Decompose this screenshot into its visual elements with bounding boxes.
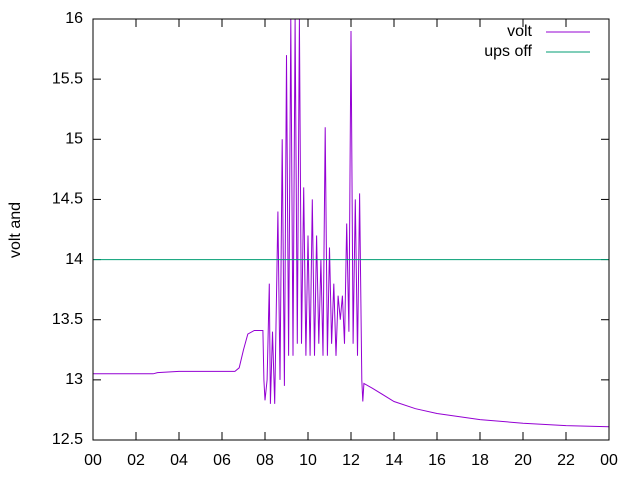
x-tick-label: 20 [514, 452, 532, 469]
y-tick-label: 13 [65, 371, 83, 388]
series-line [93, 19, 609, 428]
y-tick-label: 15 [65, 131, 83, 148]
x-tick-label: 18 [471, 452, 489, 469]
x-tick-label: 22 [557, 452, 575, 469]
legend-label: ups off [484, 43, 532, 60]
x-tick-label: 00 [84, 452, 102, 469]
y-tick-label: 15.5 [52, 70, 83, 87]
x-tick-label: 06 [213, 452, 231, 469]
x-tick-label: 00 [600, 452, 618, 469]
x-tick-label: 02 [127, 452, 145, 469]
y-tick-label: 14 [65, 251, 83, 268]
x-tick-label: 14 [385, 452, 403, 469]
x-tick-label: 10 [299, 452, 317, 469]
x-tick-label: 04 [170, 452, 188, 469]
y-tick-label: 12.5 [52, 431, 83, 448]
y-tick-label: 16 [65, 10, 83, 27]
x-tick-label: 16 [428, 452, 446, 469]
x-tick-label: 08 [256, 452, 274, 469]
x-tick-label: 12 [342, 452, 360, 469]
plot-border [92, 18, 610, 441]
y-axis-label: volt and [7, 202, 24, 258]
y-tick-label: 13.5 [52, 311, 83, 328]
legend-label: volt [507, 23, 532, 40]
y-tick-label: 14.5 [52, 191, 83, 208]
